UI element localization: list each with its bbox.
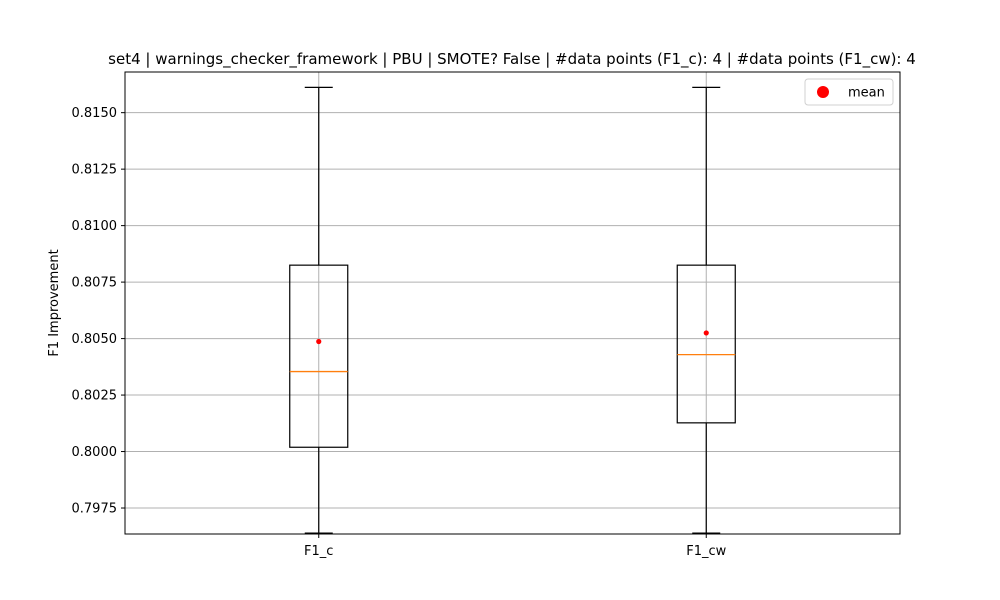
legend-frame bbox=[804, 78, 894, 106]
legend: mean bbox=[804, 78, 894, 106]
box-iqr bbox=[676, 264, 736, 424]
y-tick-label: 0.8075 bbox=[72, 276, 118, 291]
y-tick-label: 0.8125 bbox=[72, 163, 118, 178]
y-tick-label: 0.8100 bbox=[72, 219, 118, 234]
boxes bbox=[289, 86, 736, 534]
grid-lines bbox=[125, 72, 900, 534]
x-tick-label: F1_cw bbox=[686, 544, 726, 559]
y-axis-ticks: 0.7975 0.8000 0.8025 0.8050 0.8075 0.8100 0.81… bbox=[72, 106, 125, 517]
box-F1_c bbox=[289, 86, 349, 534]
y-tick-label: 0.8050 bbox=[72, 332, 118, 347]
box-iqr bbox=[289, 264, 349, 448]
box-F1_cw bbox=[676, 86, 736, 534]
y-tick-label: 0.8000 bbox=[72, 445, 118, 460]
x-tick-label: F1_c bbox=[304, 544, 333, 559]
y-tick-label: 0.8150 bbox=[72, 106, 118, 121]
chart-title: set4 | warnings_checker_framework | PBU … bbox=[108, 50, 916, 69]
mean-marker bbox=[316, 338, 322, 345]
legend-mean-label: mean bbox=[848, 86, 885, 101]
legend-mean-marker bbox=[817, 86, 829, 98]
y-tick-label: 0.8025 bbox=[72, 389, 118, 404]
x-axis-ticks: F1_c F1_cw bbox=[304, 534, 727, 559]
y-tick-label: 0.7975 bbox=[72, 502, 118, 517]
plot-area-frame bbox=[124, 71, 901, 535]
mean-marker bbox=[703, 330, 709, 336]
y-axis-label: F1 Improvement bbox=[47, 249, 62, 356]
